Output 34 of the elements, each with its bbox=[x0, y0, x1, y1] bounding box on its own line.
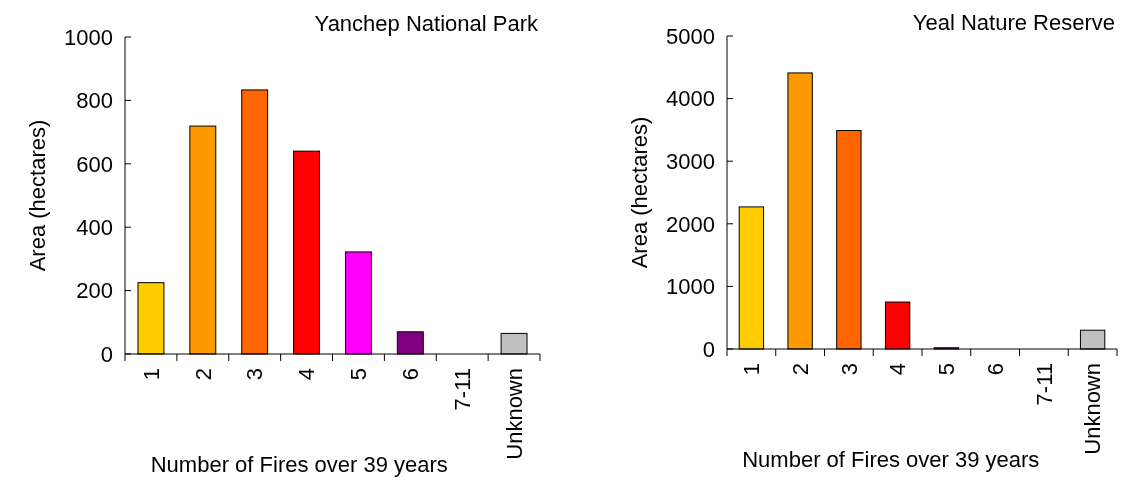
y-tick-label: 800 bbox=[76, 88, 113, 114]
y-tick-label: 2000 bbox=[666, 211, 715, 237]
x-tick-label: 4 bbox=[294, 368, 320, 381]
y-tick-label: 600 bbox=[76, 151, 113, 177]
y-tick-label: 3000 bbox=[666, 148, 715, 174]
chart-title: Yanchep National Park bbox=[314, 11, 539, 36]
y-tick-label: 1000 bbox=[64, 24, 113, 50]
x-tick-label: 6 bbox=[982, 363, 1008, 376]
x-tick-label: 2 bbox=[787, 363, 813, 376]
x-tick-label: 5 bbox=[934, 363, 960, 376]
x-tick-label: 5 bbox=[346, 368, 372, 381]
x-tick-label: 6 bbox=[398, 368, 424, 381]
x-tick-label: Unknown bbox=[1080, 363, 1106, 455]
y-tick-label: 400 bbox=[76, 214, 113, 240]
x-tick-label: 7-11 bbox=[449, 368, 475, 411]
x-tick-label: 3 bbox=[242, 368, 268, 381]
x-axis-title: Number of Fires over 39 years bbox=[150, 452, 448, 477]
y-axis-title: Area (hectares) bbox=[24, 119, 50, 272]
x-tick-label: 3 bbox=[836, 363, 862, 376]
y-tick-label: 200 bbox=[76, 278, 113, 304]
y-tick-label: 1000 bbox=[666, 274, 715, 300]
y-tick-label: 4000 bbox=[666, 86, 715, 112]
y-tick-label: 5000 bbox=[666, 23, 715, 49]
x-tick-label: 7-11 bbox=[1031, 363, 1057, 406]
x-tick-label: 2 bbox=[190, 368, 216, 381]
chart-title: Yeal Nature Reserve bbox=[912, 10, 1115, 35]
x-tick-label: 4 bbox=[885, 363, 911, 376]
y-tick-label: 0 bbox=[702, 336, 715, 362]
y-axis-title: Area (hectares) bbox=[626, 116, 652, 269]
y-tick-label: 0 bbox=[100, 341, 113, 367]
x-tick-label: 1 bbox=[739, 363, 765, 376]
x-tick-label: Unknown bbox=[501, 368, 527, 460]
x-tick-label: 1 bbox=[138, 368, 164, 381]
x-axis-title: Number of Fires over 39 years bbox=[742, 447, 1040, 472]
